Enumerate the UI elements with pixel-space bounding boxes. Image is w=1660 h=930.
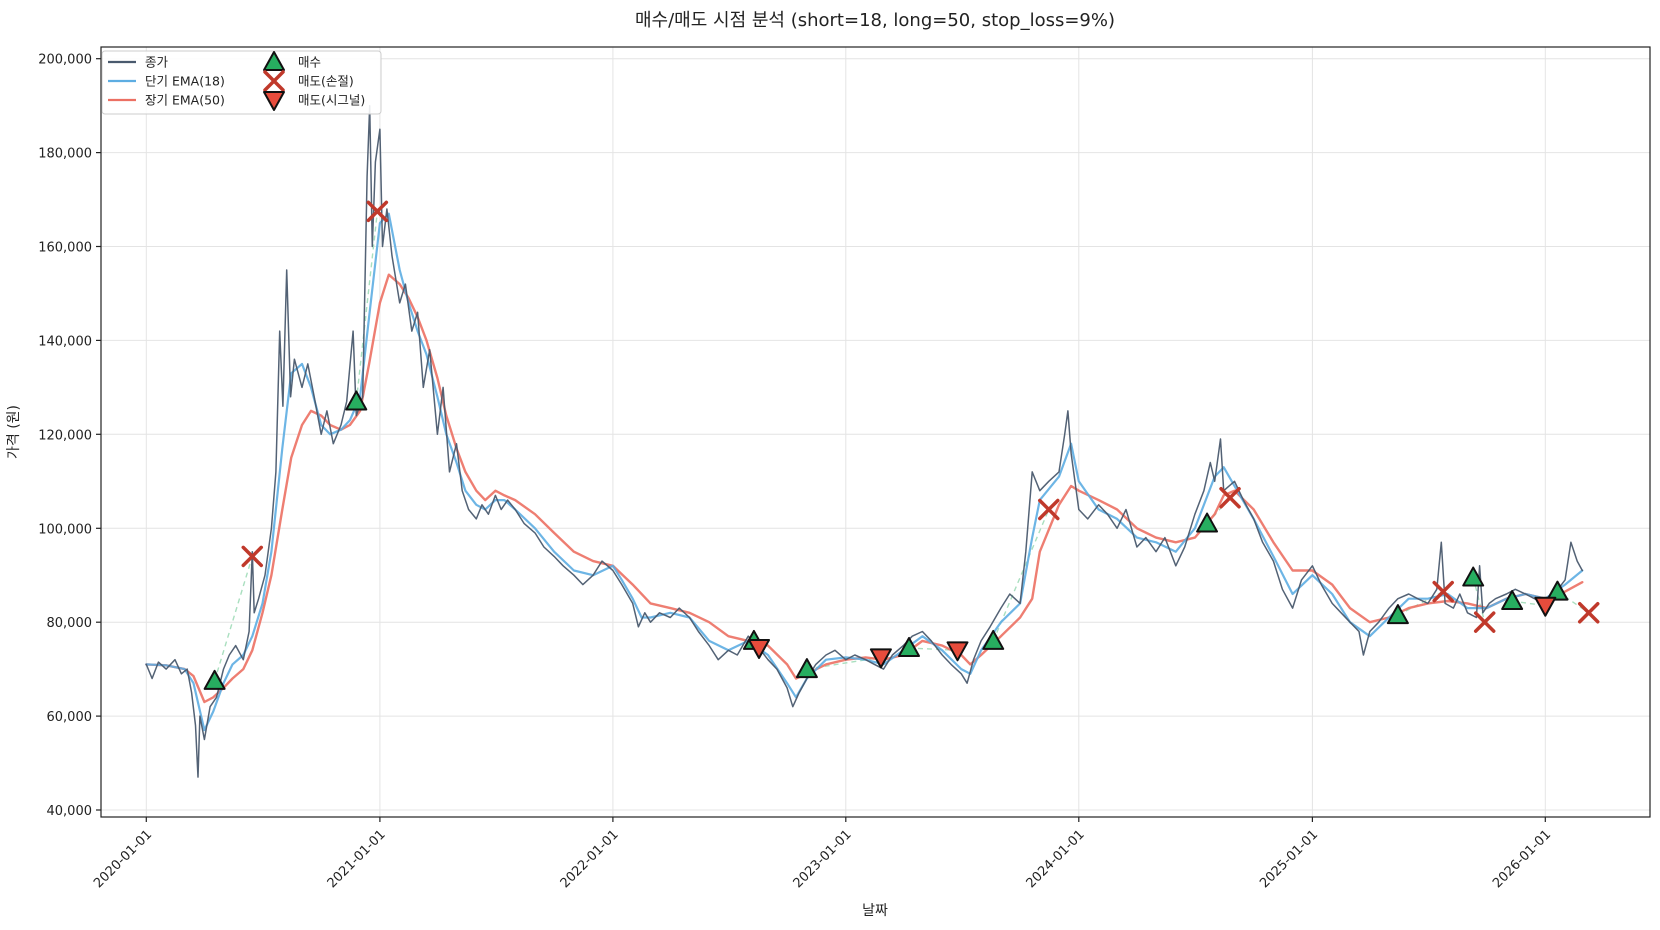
sell-signal-marker [869, 648, 892, 669]
legend-label: 매수 [298, 55, 321, 70]
y-tick-label: 80,000 [47, 616, 93, 631]
y-axis-label: 가격 (원) [6, 405, 22, 459]
sell-signal-marker [946, 641, 969, 662]
sell-signal-marker [1534, 596, 1557, 617]
x-axis-label: 날짜 [862, 903, 888, 919]
long-ema-line [145, 273, 1584, 704]
y-tick-label: 140,000 [38, 334, 92, 349]
series-lines [145, 104, 1584, 778]
buy-marker [1386, 604, 1409, 625]
legend-key-sell-signal [263, 91, 285, 111]
y-tick-label: 200,000 [38, 53, 92, 68]
legend-label: 장기 EMA(50) [145, 93, 225, 108]
buy-marker [1546, 580, 1569, 601]
short-ema-line [145, 212, 1584, 732]
buy-marker [203, 669, 226, 690]
y-tick-label: 180,000 [38, 147, 92, 162]
x-tick-label: 2021-01-01 [325, 827, 389, 891]
buy-marker [795, 658, 818, 679]
legend-box [101, 50, 382, 115]
legend-label: 단기 EMA(18) [145, 74, 225, 89]
trade-link [1472, 577, 1486, 623]
buy-marker [1462, 566, 1485, 587]
y-tick-label: 160,000 [38, 241, 92, 256]
buy-marker [982, 629, 1005, 650]
legend-label: 매도(시그널) [298, 93, 365, 108]
x-tick-label: 2022-01-01 [558, 827, 622, 891]
stop-loss-marker [1432, 580, 1454, 603]
grid [101, 47, 1650, 817]
buy-marker [1196, 512, 1219, 533]
close-price-line [145, 104, 1584, 778]
buy-marker [898, 636, 921, 657]
y-tick-label: 60,000 [47, 710, 93, 725]
legend-label: 종가 [145, 55, 169, 70]
chart-title: 매수/매도 시점 분석 (short=18, long=50, stop_los… [635, 10, 1115, 31]
y-tick-label: 40,000 [47, 804, 93, 819]
stop-loss-marker [1577, 602, 1600, 624]
trade-markers [203, 200, 1600, 690]
x-tick-label: 2026-01-01 [1490, 827, 1554, 891]
sell-signal-marker [748, 638, 771, 659]
buy-marker [345, 390, 368, 411]
legend-key-buy [263, 51, 285, 71]
trade-link [355, 211, 379, 402]
legend-key-stop-loss [263, 70, 285, 92]
trade-links [213, 211, 1590, 682]
plot-frame [100, 46, 1651, 818]
x-tick-label: 2023-01-01 [791, 827, 855, 891]
x-tick-label: 2024-01-01 [1024, 827, 1088, 891]
y-tick-label: 100,000 [38, 522, 92, 537]
legend-label: 매도(손절) [298, 74, 354, 89]
x-tick-label: 2025-01-01 [1257, 827, 1321, 891]
stop-loss-marker [1038, 498, 1060, 521]
trade-link [992, 509, 1050, 642]
axis-ticks: 40,000 60,000 80,000 100,000 120,000 140,000 1… [38, 53, 1554, 892]
x-tick-label: 2020-01-01 [91, 827, 155, 891]
y-tick-label: 120,000 [38, 428, 92, 443]
trade-link [213, 556, 253, 682]
buy-marker [1501, 590, 1524, 611]
stop-loss-marker [1473, 611, 1496, 633]
stop-loss-marker [1219, 486, 1241, 509]
stop-loss-marker [241, 545, 264, 568]
stop-loss-marker [366, 200, 389, 223]
